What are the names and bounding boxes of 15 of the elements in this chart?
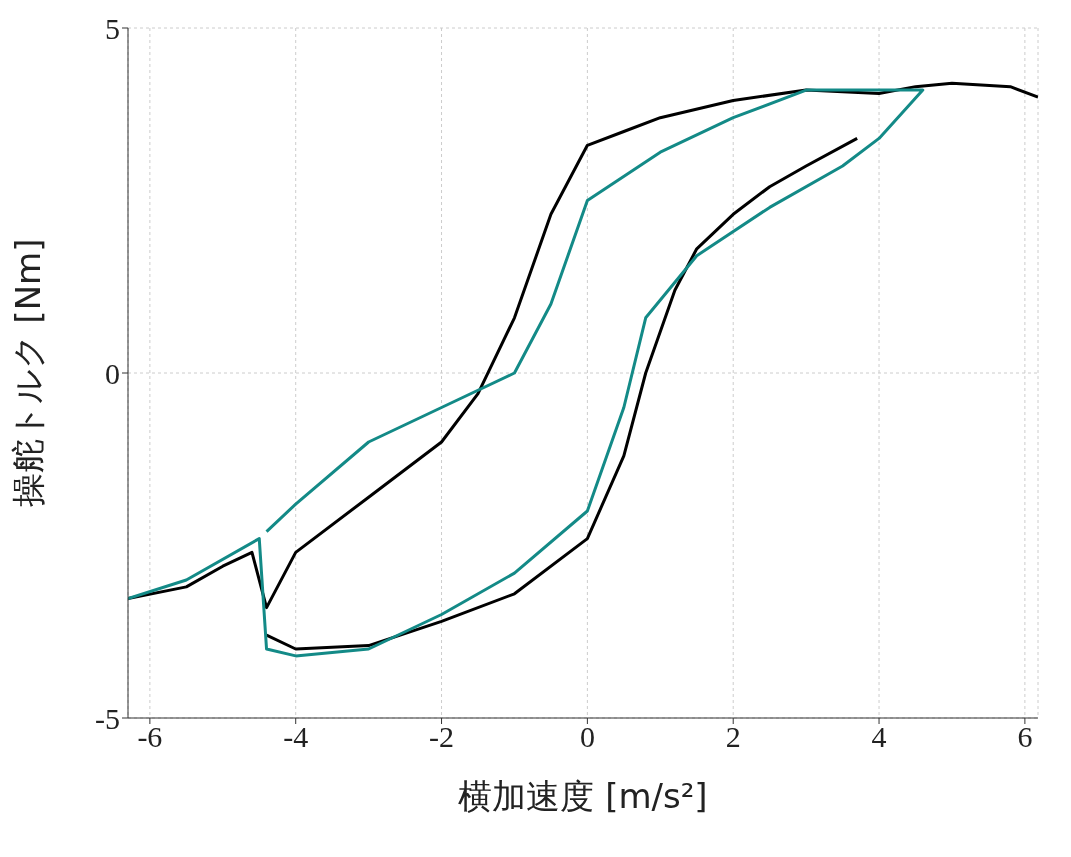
y-tick-label: 5 bbox=[105, 11, 120, 45]
y-tick-label: -5 bbox=[95, 701, 120, 735]
y-tick-label: 0 bbox=[105, 356, 120, 390]
line-series bbox=[128, 81, 1038, 610]
x-tick-label: 4 bbox=[871, 720, 887, 754]
x-tick-label: -2 bbox=[429, 720, 455, 754]
line-series bbox=[265, 136, 859, 651]
x-tick-label: 2 bbox=[725, 720, 741, 754]
line-series bbox=[128, 88, 925, 658]
y-axis-title: 操舵トルク [Nm] bbox=[8, 238, 49, 508]
x-tick-label: -6 bbox=[137, 720, 163, 754]
x-axis-title: 横加速度 [m/s²] bbox=[458, 776, 708, 816]
x-tick-label: 0 bbox=[579, 720, 595, 754]
x-tick-label: -4 bbox=[283, 720, 309, 754]
x-tick-label: 6 bbox=[1017, 720, 1033, 754]
